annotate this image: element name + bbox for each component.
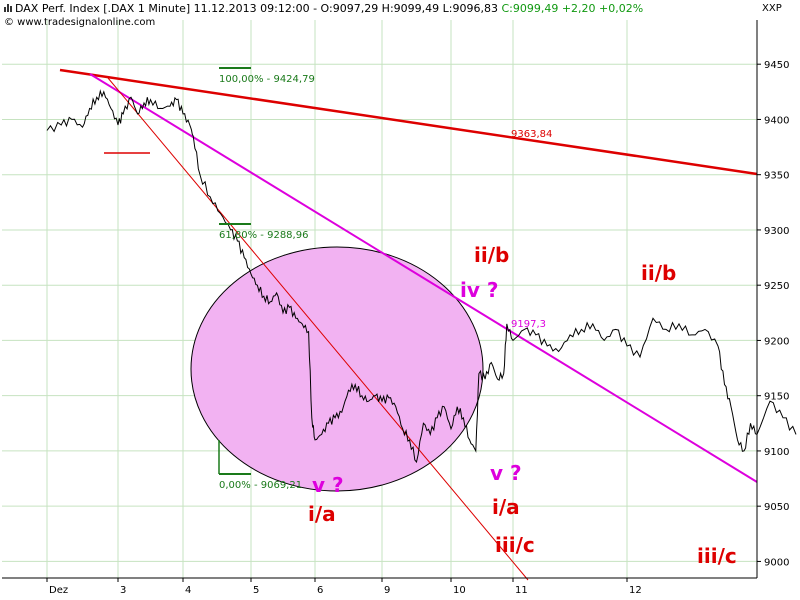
wave-label: ii/b: [641, 261, 676, 285]
wave-label: iii/c: [495, 533, 535, 557]
wave-label: iv ?: [460, 278, 498, 302]
y-tick-label: 9100: [764, 447, 789, 458]
x-tick-label: 11: [515, 585, 528, 596]
trendline-red-upper: [59, 68, 758, 176]
y-tick-label: 9300: [764, 226, 789, 237]
chart-type-icon: [4, 2, 13, 12]
highlight-ellipse: [190, 246, 484, 492]
trendline-magenta: [89, 73, 758, 483]
fib-label: 100,00% - 9424,79: [219, 74, 315, 85]
fib-label: 0,00% - 9069,21: [219, 480, 302, 491]
y-tick-label: 9050: [764, 502, 789, 513]
wave-label: v ?: [490, 461, 522, 485]
wave-label: i/a: [492, 495, 520, 519]
y-tick-label: 9350: [764, 171, 789, 182]
x-tick-label: 5: [253, 585, 259, 596]
price-change: C:9099,49 +2,20 +0,02%: [501, 2, 644, 15]
x-tick-label: 10: [453, 585, 466, 596]
trendline-red-thin: [107, 77, 529, 581]
chart-header: DAX Perf. Index [.DAX 1 Minute] 11.12.20…: [4, 2, 643, 16]
source-credit: © www.tradesignalonline.com: [4, 17, 156, 28]
price-label: 9197,3: [511, 319, 546, 330]
price-line: [46, 89, 797, 464]
x-tick-label: 4: [185, 585, 191, 596]
wave-label: i/a: [308, 502, 336, 526]
x-tick-label: 6: [317, 585, 323, 596]
y-tick-label: 9150: [764, 392, 789, 403]
x-tick-label: Dez: [49, 585, 68, 596]
x-tick-label: 12: [629, 585, 642, 596]
wave-label: ii/b: [474, 243, 509, 267]
x-tick-label: 3: [120, 585, 126, 596]
wave-label: v ?: [312, 473, 344, 497]
y-tick-label: 9000: [764, 557, 789, 568]
y-tick-label: 9200: [764, 336, 789, 347]
wave-label: iii/c: [697, 544, 737, 568]
y-tick-label: 9450: [764, 60, 789, 71]
currency-unit: XXP: [762, 3, 782, 14]
y-tick-label: 9250: [764, 281, 789, 292]
fib-label: 61,80% - 9288,96: [219, 230, 308, 241]
price-label: 9363,84: [511, 129, 552, 140]
y-tick-label: 9400: [764, 115, 789, 126]
chart-title: DAX Perf. Index [.DAX 1 Minute] 11.12.20…: [15, 2, 498, 15]
x-tick-label: 9: [384, 585, 390, 596]
